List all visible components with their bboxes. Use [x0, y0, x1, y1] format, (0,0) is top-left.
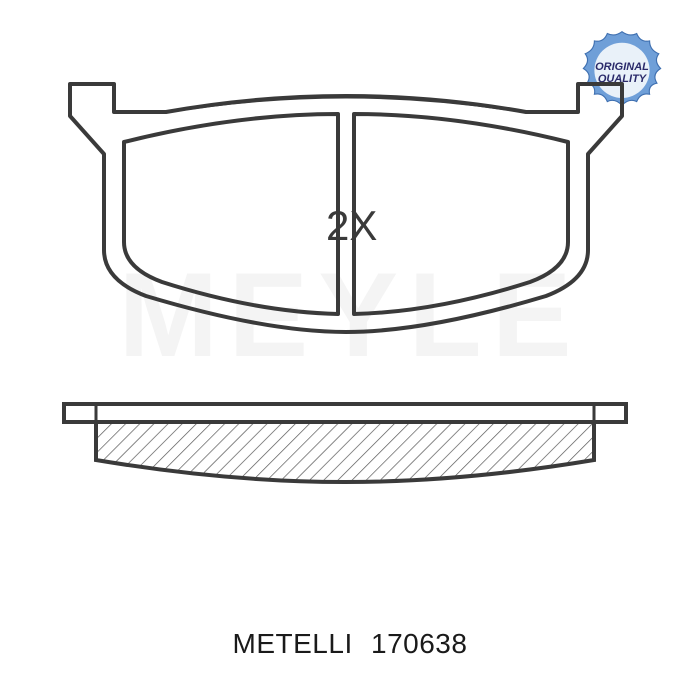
brake-pad-front-view: 2X [66, 80, 626, 336]
pad-side-svg [62, 402, 628, 484]
diagram-canvas: MEYLE ORIGINAL QUALITY 2X [0, 0, 700, 700]
quantity-label: 2X [326, 202, 377, 250]
brake-pad-side-view [62, 402, 628, 484]
brand-label: METELLI [233, 628, 353, 659]
product-caption: METELLI 170638 [0, 628, 700, 660]
part-number: 170638 [371, 628, 467, 659]
